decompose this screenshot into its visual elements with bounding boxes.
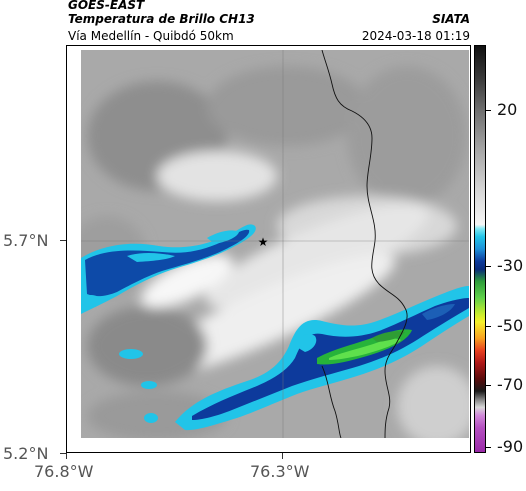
timestamp-label: 2024-03-18 01:19 <box>361 29 470 43</box>
x-tick-label: 76.3°W <box>250 462 310 481</box>
y-tick <box>60 453 66 454</box>
organization-label: SIATA <box>432 12 470 26</box>
x-tick-label: 76.8°W <box>34 462 94 481</box>
cloud-band-south <box>175 286 469 431</box>
y-tick-label: 5.7°N <box>3 231 49 250</box>
cloud-cell <box>144 413 158 423</box>
cloud-band-north <box>81 224 256 314</box>
satellite-title: GOES-EAST <box>68 0 145 12</box>
cloud-cell <box>141 381 157 389</box>
route-label: Vía Medellín - Quibdó 50km <box>68 29 234 43</box>
colorbar <box>474 45 486 453</box>
x-tick <box>66 453 67 459</box>
colorbar-tick <box>486 447 491 448</box>
colorbar-label: -70 <box>497 375 524 394</box>
colorbar-label: -30 <box>497 256 524 275</box>
colorbar-tick <box>486 385 491 386</box>
satellite-map[interactable]: ★ <box>66 45 471 453</box>
y-tick <box>60 240 66 241</box>
colorbar-tick <box>486 266 491 267</box>
star-marker-icon: ★ <box>258 235 269 249</box>
colorbar-tick <box>486 326 491 327</box>
colorbar-label: 20 <box>497 100 518 119</box>
border-line <box>321 49 408 439</box>
cloud-cell <box>81 295 101 307</box>
product-title: Temperatura de Brillo CH13 <box>68 12 255 26</box>
colorbar-label: -90 <box>497 437 524 456</box>
x-tick <box>282 453 283 459</box>
cloud-cell <box>119 349 143 359</box>
colorbar-tick <box>486 110 491 111</box>
colorbar-label: -50 <box>497 316 524 335</box>
y-tick-label: 5.2°N <box>3 444 49 463</box>
map-canvas: ★ <box>67 46 470 452</box>
border-line-secondary <box>321 365 342 439</box>
